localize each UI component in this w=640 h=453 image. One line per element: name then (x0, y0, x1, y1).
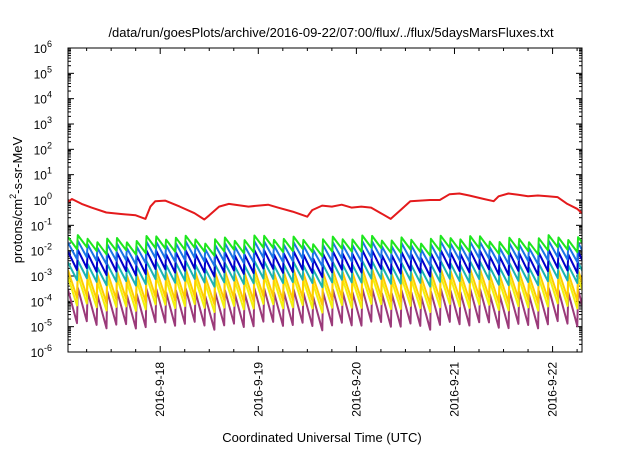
y-tick-label: 103 (34, 115, 52, 132)
x-tick-label: 2016-9-20 (349, 362, 363, 417)
chart-title: /data/run/goesPlots/archive/2016-09-22/0… (108, 25, 554, 40)
y-tick-label: 102 (34, 140, 52, 157)
series-line (68, 192, 582, 221)
y-tick-label: 105 (34, 64, 52, 81)
y-tick-label: 10-1 (31, 216, 52, 233)
y-axis-label-tail: -s-sr-MeV (10, 136, 25, 193)
x-axis-label: Coordinated Universal Time (UTC) (222, 430, 421, 445)
y-tick-label: 106 (34, 39, 52, 56)
x-tick-label: 2016-9-21 (447, 362, 461, 417)
y-tick-label: 101 (34, 166, 52, 183)
y-tick-label: 10-5 (31, 318, 52, 335)
x-tick-label: 2016-9-19 (251, 362, 265, 417)
y-tick-label: 100 (34, 191, 52, 208)
y-tick-label: 10-6 (31, 343, 52, 360)
y-tick-label: 104 (34, 90, 52, 107)
y-axis-label-main: protons/cm (10, 199, 25, 263)
x-tick-label: 2016-9-22 (546, 362, 560, 417)
plot-area: 10-6 10-5 10-4 10-3 10-2 10-1 100 101 102 103 104 1… (31, 39, 583, 417)
x-tick-label: 2016-9-18 (153, 362, 167, 417)
y-tick-label: 10-2 (31, 242, 52, 259)
y-tick-label: 10-3 (31, 267, 52, 284)
series-line (68, 234, 582, 258)
y-tick-label: 10-4 (31, 292, 52, 309)
y-axis-label: protons/cm2-s-sr-MeV (8, 136, 25, 263)
plot-frame (67, 47, 583, 353)
y-axis-label-sup: 2 (8, 194, 18, 199)
